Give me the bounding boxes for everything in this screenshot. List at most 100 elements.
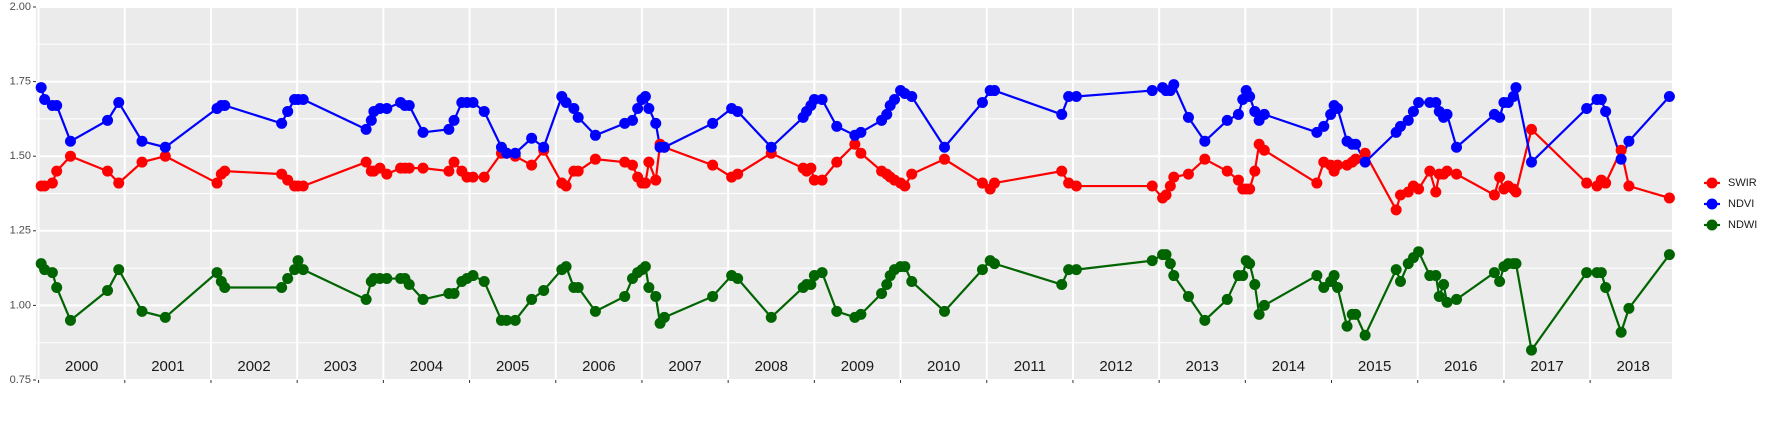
data-point xyxy=(1253,308,1265,320)
data-point xyxy=(51,165,63,177)
data-point xyxy=(1199,314,1211,326)
data-point xyxy=(589,305,601,317)
data-point xyxy=(1164,180,1176,192)
data-point xyxy=(113,264,125,276)
data-point xyxy=(1510,258,1522,270)
data-point xyxy=(1221,293,1233,305)
data-point xyxy=(1581,267,1593,279)
data-point xyxy=(816,267,828,279)
data-point xyxy=(619,290,631,302)
data-point xyxy=(643,102,655,114)
data-point xyxy=(1402,114,1414,126)
data-point xyxy=(501,147,513,159)
data-point xyxy=(282,105,294,117)
data-point xyxy=(1526,123,1538,135)
data-point xyxy=(448,287,460,299)
data-point xyxy=(632,102,644,114)
data-point xyxy=(831,305,843,317)
data-point xyxy=(1168,171,1180,183)
data-point xyxy=(292,255,304,267)
data-point xyxy=(478,171,490,183)
data-point xyxy=(881,108,893,120)
data-point xyxy=(526,132,538,144)
data-point xyxy=(1249,279,1261,291)
data-point xyxy=(360,123,372,135)
data-point xyxy=(1394,276,1406,288)
data-point xyxy=(526,159,538,171)
data-point xyxy=(64,135,76,147)
data-point xyxy=(643,281,655,293)
data-point xyxy=(1244,91,1256,103)
data-point xyxy=(360,293,372,305)
data-point xyxy=(478,276,490,288)
data-point xyxy=(219,281,231,293)
year-label: 2004 xyxy=(410,358,443,375)
year-label: 2013 xyxy=(1186,358,1219,375)
data-point xyxy=(448,156,460,168)
data-point xyxy=(102,165,114,177)
data-point xyxy=(1623,302,1635,314)
data-point xyxy=(1199,135,1211,147)
data-point xyxy=(1350,153,1362,165)
legend-label: SWIR xyxy=(1728,177,1757,189)
data-point xyxy=(113,177,125,189)
data-point xyxy=(1146,85,1158,97)
y-tick-label: 1.75 xyxy=(10,76,31,88)
data-point xyxy=(1318,120,1330,132)
data-point xyxy=(448,114,460,126)
data-point xyxy=(1328,270,1340,282)
data-point xyxy=(572,165,584,177)
data-point xyxy=(1413,246,1425,258)
year-label: 2012 xyxy=(1099,358,1132,375)
data-point xyxy=(1056,279,1068,291)
data-point xyxy=(560,180,572,192)
data-point xyxy=(1221,114,1233,126)
data-point xyxy=(509,147,521,159)
data-point xyxy=(805,279,817,291)
data-point xyxy=(102,284,114,296)
data-point xyxy=(808,174,820,186)
data-point xyxy=(46,177,58,189)
data-point xyxy=(976,177,988,189)
legend-key xyxy=(1706,177,1718,189)
data-point xyxy=(276,281,288,293)
legend-label: NDWI xyxy=(1728,219,1757,231)
data-point xyxy=(381,102,393,114)
data-point xyxy=(1595,267,1607,279)
data-point xyxy=(276,117,288,129)
data-point xyxy=(1182,111,1194,123)
y-tick-label: 0.75 xyxy=(10,374,31,386)
data-point xyxy=(365,114,377,126)
data-point xyxy=(976,264,988,276)
data-point xyxy=(1623,135,1635,147)
data-point xyxy=(849,138,861,150)
data-point xyxy=(1600,177,1612,189)
data-point xyxy=(1332,159,1344,171)
data-point xyxy=(159,141,171,153)
data-point xyxy=(816,94,828,106)
year-label: 2007 xyxy=(668,358,701,375)
data-point xyxy=(1430,186,1442,198)
data-point xyxy=(1581,177,1593,189)
data-point xyxy=(939,305,951,317)
data-point xyxy=(1595,94,1607,106)
data-point xyxy=(159,150,171,162)
data-point xyxy=(805,162,817,174)
data-point xyxy=(1244,183,1256,195)
data-point xyxy=(1182,168,1194,180)
data-point xyxy=(816,174,828,186)
data-point xyxy=(732,168,744,180)
year-label: 2002 xyxy=(237,358,270,375)
data-point xyxy=(1441,296,1453,308)
data-point xyxy=(478,105,490,117)
data-point xyxy=(51,99,63,111)
data-point xyxy=(538,284,550,296)
data-point xyxy=(1146,255,1158,267)
data-point xyxy=(1063,91,1075,103)
data-point xyxy=(509,314,521,326)
data-point xyxy=(501,314,513,326)
data-point xyxy=(1581,102,1593,114)
data-point xyxy=(988,177,1000,189)
year-label: 2001 xyxy=(151,358,184,375)
legend-label: NDVI xyxy=(1728,198,1754,210)
